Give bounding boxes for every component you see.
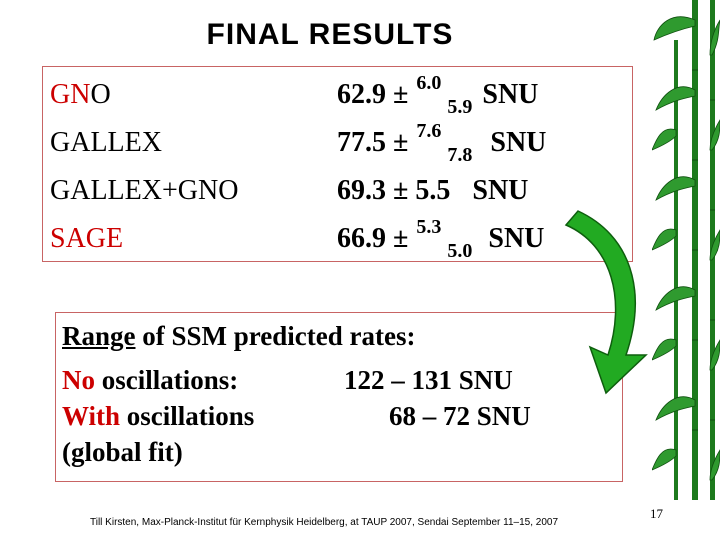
result-name: GALLEX <box>50 127 162 158</box>
result-name: GALLEX+GNO <box>50 175 239 206</box>
result-row-gno: GNO 62.9 ±6.05.9 SNU <box>43 69 632 119</box>
result-value: 62.9 ±6.05.9 SNU <box>337 72 539 118</box>
results-box: GNO 62.9 ±6.05.9 SNU GALLEX 77.5 ±7.67.8 S… <box>42 66 633 262</box>
result-row-sage: SAGE 66.9 ±5.35.0 SNU <box>43 213 632 263</box>
range-box: Range of SSM predicted rates: No oscilla… <box>55 312 623 482</box>
curved-arrow-icon <box>564 210 648 395</box>
slide-title: FINAL RESULTS <box>206 18 454 51</box>
range-heading: Range of SSM predicted rates: <box>62 321 416 351</box>
page-number: 17 <box>650 506 663 521</box>
no-oscillations-value: 122 – 131 SNU <box>344 365 513 395</box>
no-oscillations-label: No oscillations: <box>62 365 239 395</box>
result-row-gallex: GALLEX 77.5 ±7.67.8 SNU <box>43 117 632 167</box>
with-oscillations-value: 68 – 72 SNU <box>389 401 531 431</box>
result-value: 66.9 ±5.35.0 SNU <box>337 216 545 262</box>
result-value: 69.3 ± 5.5 SNU <box>337 175 529 206</box>
footer-citation: Till Kirsten, Max-Planck-Institut für Ke… <box>90 517 559 528</box>
bamboo-decoration <box>652 0 720 500</box>
result-value: 77.5 ±7.67.8 SNU <box>337 120 547 166</box>
global-fit-label: (global fit) <box>62 437 183 467</box>
result-row-gallex-gno: GALLEX+GNO 69.3 ± 5.5 SNU <box>43 165 632 215</box>
with-oscillations-label: With oscillations <box>62 401 255 431</box>
result-name: SAGE <box>50 223 124 254</box>
result-name: GNO <box>50 79 111 110</box>
